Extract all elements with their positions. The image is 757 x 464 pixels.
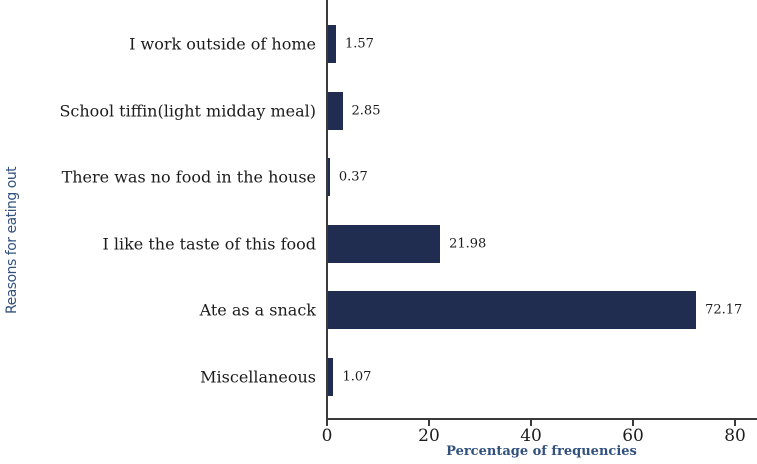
bar-1 [328, 25, 336, 63]
x-tick-label-20: 20 [418, 426, 440, 446]
x-tick-40 [530, 420, 533, 426]
bar-5 [328, 291, 697, 329]
category-label-3: There was no food in the house [61, 167, 316, 187]
plot-area [326, 0, 757, 420]
y-axis-title: Reasons for eating out [4, 166, 20, 314]
x-tick-label-60: 60 [622, 426, 644, 446]
x-tick-label-0: 0 [321, 426, 333, 446]
category-label-1: I work outside of home [129, 34, 316, 54]
bar-6 [328, 357, 334, 396]
value-label-3: 0.37 [338, 169, 368, 185]
bar-4 [328, 224, 441, 263]
x-tick-20 [428, 420, 430, 426]
bar-3 [328, 158, 330, 196]
category-label-5: Ate as a snack [199, 300, 316, 320]
bar-2 [328, 91, 343, 130]
value-label-4: 21.98 [449, 236, 487, 251]
value-label-1: 1.57 [345, 36, 374, 52]
value-label-2: 2.85 [351, 103, 381, 118]
x-tick-label-40: 40 [520, 426, 542, 446]
x-tick-80 [734, 420, 737, 426]
category-label-2: School tiffin(light midday meal) [59, 101, 316, 120]
category-label-4: I like the taste of this food [102, 234, 316, 253]
category-label-6: Miscellaneous [200, 367, 316, 386]
x-tick-label-80: 80 [724, 426, 746, 446]
x-tick-0 [326, 420, 328, 426]
x-tick-60 [632, 420, 635, 426]
value-label-6: 1.07 [342, 369, 372, 384]
x-axis-title: Percentage of frequencies [446, 444, 637, 459]
value-label-5: 72.17 [705, 302, 743, 318]
